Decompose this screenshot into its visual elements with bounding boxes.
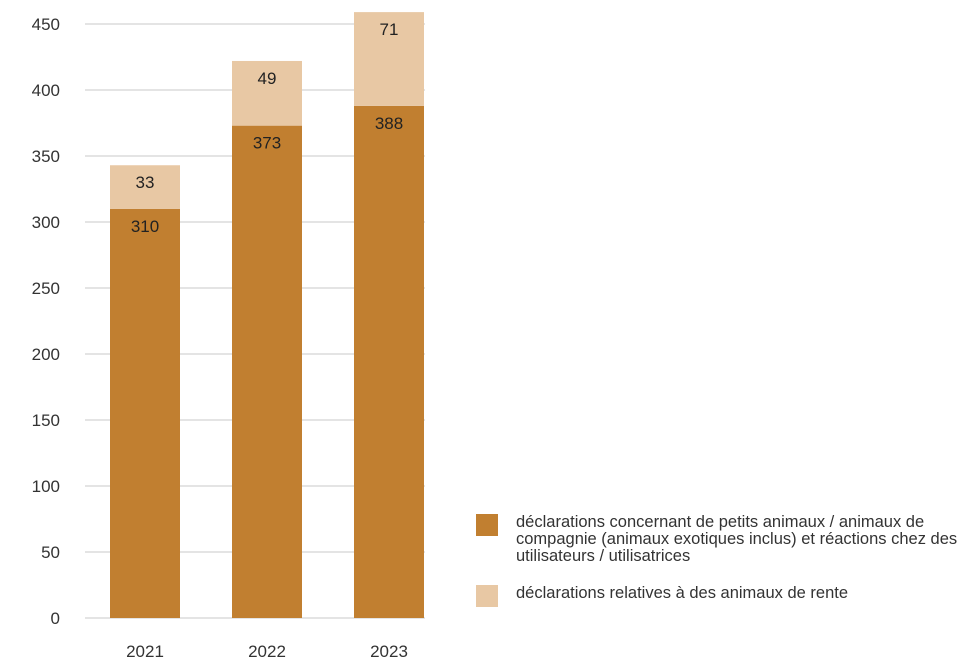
bar-2022-series-2 — [232, 60, 302, 126]
data-label-2023-series-2: 71 — [380, 20, 399, 39]
legend-item-livestock: déclarations relatives à des animaux de … — [476, 585, 966, 607]
data-labels: 310 33 373 49 388 71 — [131, 20, 403, 236]
legend-item-pets: déclarations concernant de petits animau… — [476, 514, 966, 565]
bar-2022-series-1 — [232, 125, 302, 618]
x-axis: 2021 2022 2023 — [126, 642, 408, 661]
y-axis: 0 50 100 150 200 250 300 350 400 450 — [32, 15, 60, 628]
y-tick-label-50: 50 — [41, 543, 60, 562]
x-tick-label-2023: 2023 — [370, 642, 408, 661]
y-tick-label-350: 350 — [32, 147, 60, 166]
bars — [110, 12, 424, 619]
data-label-2022-series-2: 49 — [258, 69, 277, 88]
y-tick-label-400: 400 — [32, 81, 60, 100]
data-label-2022-series-1: 373 — [253, 134, 281, 153]
bar-2021-series-1 — [110, 208, 180, 619]
y-tick-label-300: 300 — [32, 213, 60, 232]
data-label-2021-series-1: 310 — [131, 217, 159, 236]
y-tick-label-250: 250 — [32, 279, 60, 298]
legend: déclarations concernant de petits animau… — [476, 514, 966, 623]
x-tick-label-2022: 2022 — [248, 642, 286, 661]
bar-2023-series-1 — [354, 105, 424, 619]
data-label-2023-series-1: 388 — [375, 114, 403, 133]
legend-swatch-pets — [476, 514, 498, 536]
y-tick-label-450: 450 — [32, 15, 60, 34]
data-label-2021-series-2: 33 — [136, 173, 155, 192]
bar-2021-series-2 — [110, 165, 180, 209]
legend-label-pets: déclarations concernant de petits animau… — [516, 513, 958, 565]
y-tick-label-200: 200 — [32, 345, 60, 364]
y-tick-label-100: 100 — [32, 477, 60, 496]
legend-label-livestock: déclarations relatives à des animaux de … — [516, 584, 849, 602]
x-tick-label-2021: 2021 — [126, 642, 164, 661]
y-tick-label-150: 150 — [32, 411, 60, 430]
bar-2023-series-2 — [354, 12, 424, 106]
legend-swatch-livestock — [476, 585, 498, 607]
y-tick-label-0: 0 — [51, 609, 60, 628]
